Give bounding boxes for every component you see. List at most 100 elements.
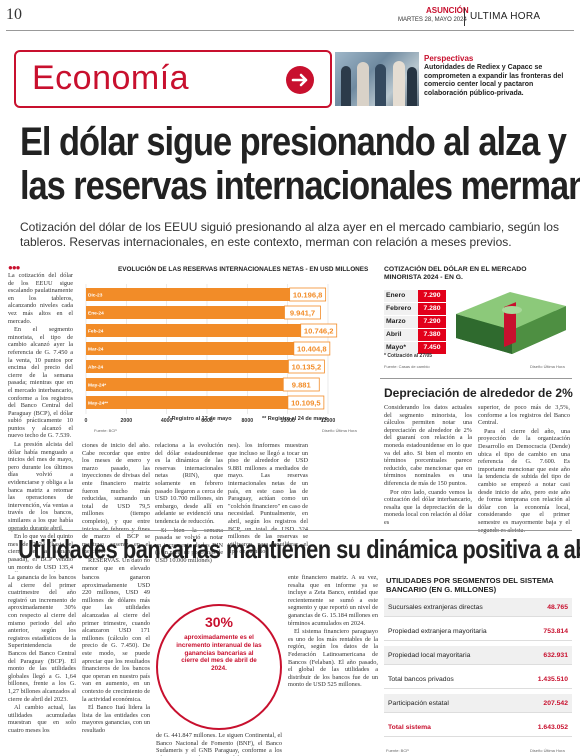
chart-x-tick: 12000 [321,418,336,424]
callout-text: aproximadamente es el incremento interan… [176,634,262,673]
side-headline: Depreciación de alrededor de 2% [384,386,573,400]
bank-table-row: Total sistema 1.643.052 [384,718,572,737]
bank-table-row: Propiedad local mayoritaria 632.931 [384,646,572,665]
chart-value-box [287,395,325,410]
exchange-value: 7.380 [418,329,446,341]
chart-bar [86,360,291,373]
chart-value-box [287,359,325,374]
chart-value-label: 10.746,2 [304,327,334,336]
main-col-2: ciones de inicio del año. Cabe recordar … [82,442,150,572]
chart-category-label: Mar-24 [88,347,104,353]
bank-credit: Diseño Última Hora [530,748,565,753]
second-col-3: de G. 441.847 millones. Le siguen Contin… [156,732,282,756]
bank-row-label: Total bancos privados [388,675,454,683]
chart-value-box [282,377,320,392]
bank-table-title: UTILIDADES POR SEGMENTOS DEL SISTEMA BAN… [386,576,554,594]
second-col-1: La ganancia de los bancos al cierre del … [8,574,76,734]
chart-bar [86,306,287,319]
chart-bar [86,288,292,301]
header-divider [464,8,465,26]
section-divider [8,530,572,531]
main-headline-line1: El dólar sigue presionando al alza y [20,120,567,164]
chart-category-label: Feb-24 [88,329,104,335]
promo-photo[interactable] [335,52,419,106]
side-top-rule [380,378,572,379]
reserves-chart: EVOLUCIÓN DE LAS RESERVAS INTERNACIONALE… [82,264,374,442]
second-col-2: bancos ganaron aproximadamente USD 220 m… [82,574,150,734]
chart-value-label: 9.941,7 [290,309,315,318]
exchange-credit: Diseño Última Hora [530,364,565,369]
section-label: ULTIMA HORA [470,11,541,22]
exchange-month: Mayo* [384,342,418,354]
callout-circle [156,604,282,730]
page-number: 10 [6,6,22,23]
lead-text: Cotización del dólar de los EEUU siguió … [20,220,559,249]
bank-row-value: 48.765 [547,603,568,611]
chart-category-label: May-24** [88,401,108,407]
exchange-row: Febrero 7.280 [384,303,446,315]
bank-row-value: 1.643.052 [537,723,568,731]
arrow-right-icon[interactable] [286,66,314,94]
chart-value-box [300,323,338,338]
chart-value-label: 10.109,5 [291,399,321,408]
second-headline: Utilidades bancarias mantienen su dinámi… [18,534,580,564]
economia-banner: Economía [14,50,332,108]
bank-row-label: Sucursales extranjeras directas [388,603,483,611]
reserves-bar-chart: 0 2000 4000 6000 8000 10000 12000 Dic-23 10.196,… [85,284,338,424]
bank-table: UTILIDADES POR SEGMENTOS DEL SISTEMA BAN… [384,574,572,754]
exchange-month: Abril [384,329,418,341]
bank-table-row: Participación estatal 207.542 [384,694,572,713]
callout-number: 30% [204,614,234,630]
exchange-table: Enero 7.290 Febrero 7.280 Marzo 7.290 Abril 7.3… [384,290,446,355]
section-title: Economía [32,59,190,97]
main-headline-line2: las reservas internacionales merman [20,164,580,208]
exchange-source: Fuente: Casas de cambio [384,364,430,369]
chart-x-tick: 4000 [161,418,173,424]
chart-value-label: 9.881 [292,381,312,390]
chart-x-tick: 2000 [121,418,133,424]
exchange-month: Febrero [384,303,418,315]
chart-bar [86,324,303,337]
exchange-title: COTIZACIÓN DEL DÓLAR EN EL MERCADO MINOR… [384,266,527,281]
bank-row-label: Participación estatal [388,699,449,707]
chart-value-label: 10.404,8 [297,345,327,354]
money-stack-image [452,286,570,356]
chart-category-label: Abr-24 [88,365,104,371]
chart-category-label: May-24* [88,383,106,389]
masthead-date: MARTES 28, MAYO 2024 [398,17,467,23]
chart-bar [86,378,286,391]
promo-text[interactable]: Autoridades de Rediex y Capacc se compro… [424,64,564,97]
bank-row-label: Propiedad extranjera mayoritaria [388,627,487,635]
chart-value-box [293,341,331,356]
side-col-2: superior, de poco más de 3,5%, conforme … [478,404,570,534]
bank-table-rows: Sucursales extranjeras directas 48.765 Pro… [384,598,572,742]
chart-value-box [284,305,321,320]
exchange-value: 7.290 [418,290,446,302]
exchange-row: Mayo* 7.450 [384,342,446,354]
chart-footnote-1: * Registro al 17 de mayo [168,416,232,422]
bank-row-value: 753.814 [543,627,568,635]
chart-x-tick: 0 [85,418,88,424]
exchange-row: Abril 7.380 [384,329,446,341]
exchange-box: COTIZACIÓN DEL DÓLAR EN EL MERCADO MINOR… [380,264,572,376]
masthead-brand: ASUNCIÓN [426,6,469,15]
main-col-4: nes). los informes muestran que incluso … [228,442,308,556]
exchange-value: 7.290 [418,316,446,328]
chart-x-tick: 6000 [201,418,213,424]
second-col-4: ente financiero matriz. A su vez, resalt… [288,574,378,689]
exchange-value: 7.450 [418,342,446,354]
chart-value-label: 10.135,2 [292,363,322,372]
bank-source: Fuente: BCP [386,748,409,753]
bank-row-label: Total sistema [388,723,431,731]
chart-value-box [289,287,327,302]
chart-x-tick: 8000 [242,418,254,424]
chart-bar [86,342,296,355]
chart-credit: Diseño Última Hora [322,428,357,433]
bank-table-row: Propiedad extranjera mayoritaria 753.814 [384,622,572,641]
exchange-row: Marzo 7.290 [384,316,446,328]
exchange-month: Marzo [384,316,418,328]
bank-row-value: 207.542 [543,699,568,707]
exchange-value: 7.280 [418,303,446,315]
bank-row-value: 1.435.510 [537,675,568,683]
exchange-footnote: * Cotización al 27/05 [384,353,433,359]
